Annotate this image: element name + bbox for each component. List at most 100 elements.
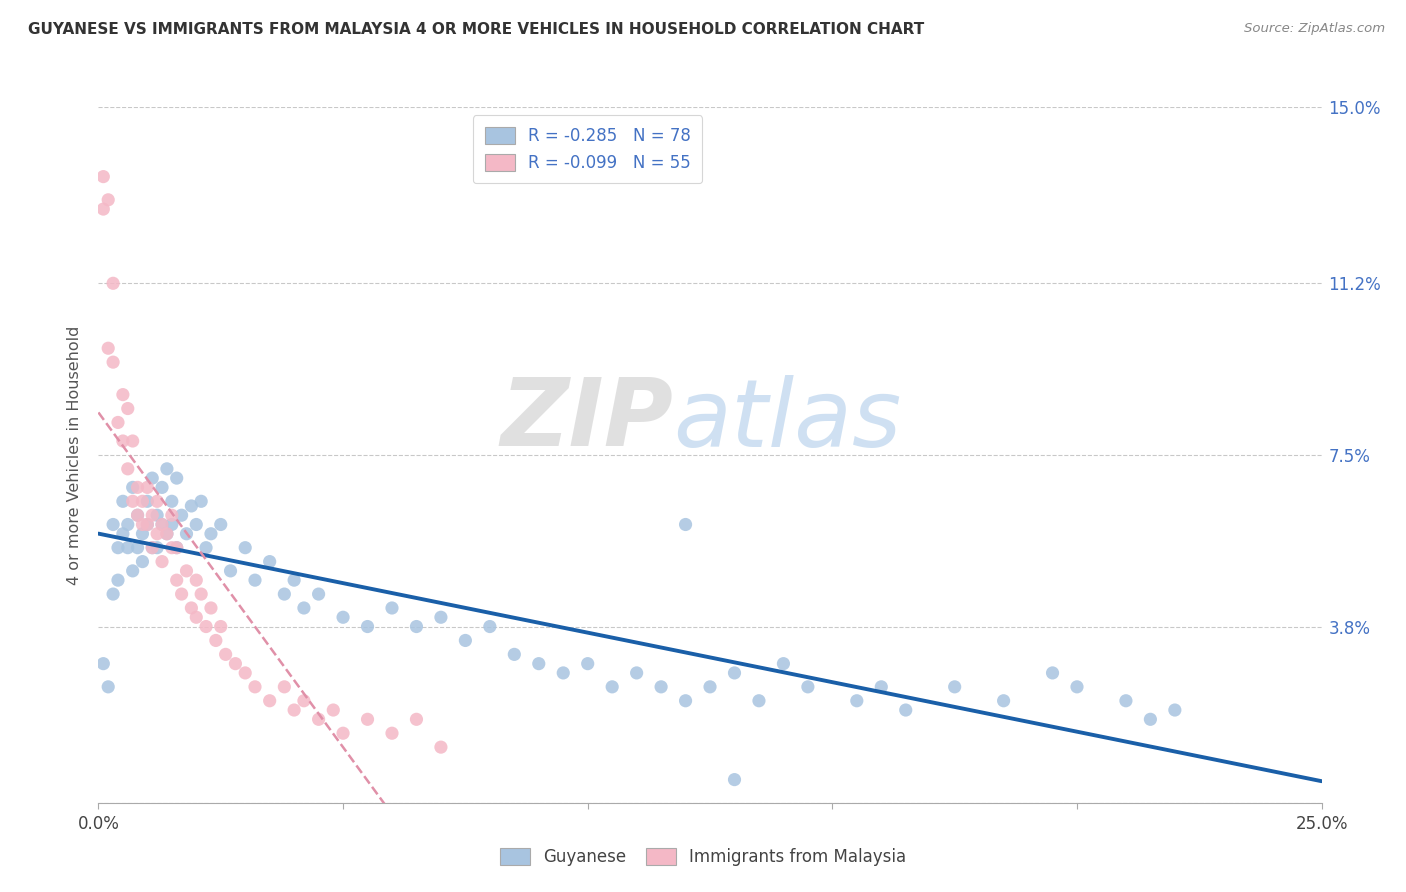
Point <box>283 573 305 587</box>
Point <box>180 601 202 615</box>
Point <box>190 494 212 508</box>
Point <box>292 601 315 615</box>
Point <box>176 526 198 541</box>
Point <box>1066 680 1088 694</box>
Point <box>97 680 120 694</box>
Point <box>1042 665 1064 680</box>
Point <box>136 494 159 508</box>
Point <box>600 680 623 694</box>
Point <box>405 619 427 633</box>
Point <box>292 694 315 708</box>
Point <box>91 657 114 671</box>
Point <box>381 726 404 740</box>
Point <box>127 508 149 523</box>
Point <box>141 471 163 485</box>
Point <box>675 517 697 532</box>
Point <box>283 703 305 717</box>
Point <box>748 694 770 708</box>
Text: atlas: atlas <box>673 375 901 466</box>
Point <box>943 680 966 694</box>
Point <box>273 587 295 601</box>
Point <box>101 277 124 291</box>
Point <box>170 587 193 601</box>
Text: GUYANESE VS IMMIGRANTS FROM MALAYSIA 4 OR MORE VEHICLES IN HOUSEHOLD CORRELATION: GUYANESE VS IMMIGRANTS FROM MALAYSIA 4 O… <box>28 22 924 37</box>
Point <box>650 680 672 694</box>
Point <box>160 494 183 508</box>
Point <box>381 601 404 615</box>
Point <box>894 703 917 717</box>
Legend: R = -0.285   N = 78, R = -0.099   N = 55: R = -0.285 N = 78, R = -0.099 N = 55 <box>472 115 703 184</box>
Point <box>723 665 745 680</box>
Point <box>111 387 134 401</box>
Point <box>127 480 149 494</box>
Point <box>111 526 134 541</box>
Point <box>166 541 188 555</box>
Point <box>141 508 163 523</box>
Point <box>91 169 114 184</box>
Point <box>166 471 188 485</box>
Point <box>626 665 648 680</box>
Point <box>332 610 354 624</box>
Point <box>553 665 575 680</box>
Point <box>146 526 169 541</box>
Point <box>127 541 149 555</box>
Point <box>127 508 149 523</box>
Point <box>190 587 212 601</box>
Point <box>993 694 1015 708</box>
Point <box>478 619 501 633</box>
Point <box>195 541 218 555</box>
Point <box>430 740 453 755</box>
Point <box>156 462 179 476</box>
Point <box>186 517 208 532</box>
Point <box>797 680 820 694</box>
Point <box>527 657 550 671</box>
Point <box>160 517 183 532</box>
Point <box>259 555 281 569</box>
Point <box>136 517 159 532</box>
Point <box>91 202 114 216</box>
Point <box>121 564 143 578</box>
Text: Source: ZipAtlas.com: Source: ZipAtlas.com <box>1244 22 1385 36</box>
Point <box>101 517 124 532</box>
Point <box>97 193 120 207</box>
Point <box>141 541 163 555</box>
Legend: Guyanese, Immigrants from Malaysia: Guyanese, Immigrants from Malaysia <box>491 840 915 875</box>
Point <box>322 703 344 717</box>
Point <box>845 694 868 708</box>
Point <box>121 434 143 448</box>
Point <box>180 499 202 513</box>
Point <box>150 555 173 569</box>
Point <box>454 633 477 648</box>
Point <box>205 633 228 648</box>
Point <box>117 401 139 416</box>
Point <box>170 508 193 523</box>
Point <box>97 341 120 355</box>
Point <box>356 619 378 633</box>
Point <box>209 619 232 633</box>
Point <box>332 726 354 740</box>
Point <box>308 587 330 601</box>
Point <box>150 480 173 494</box>
Point <box>111 494 134 508</box>
Point <box>141 541 163 555</box>
Point <box>166 573 188 587</box>
Point <box>146 508 169 523</box>
Point <box>233 665 256 680</box>
Point <box>131 494 153 508</box>
Point <box>146 541 169 555</box>
Point <box>166 541 188 555</box>
Point <box>131 517 153 532</box>
Point <box>117 541 139 555</box>
Point <box>430 610 453 624</box>
Point <box>273 680 295 694</box>
Point <box>101 587 124 601</box>
Point <box>243 573 266 587</box>
Point <box>111 434 134 448</box>
Point <box>156 526 179 541</box>
Point <box>219 564 242 578</box>
Point <box>1115 694 1137 708</box>
Point <box>699 680 721 694</box>
Point <box>160 541 183 555</box>
Point <box>1139 712 1161 726</box>
Point <box>131 555 153 569</box>
